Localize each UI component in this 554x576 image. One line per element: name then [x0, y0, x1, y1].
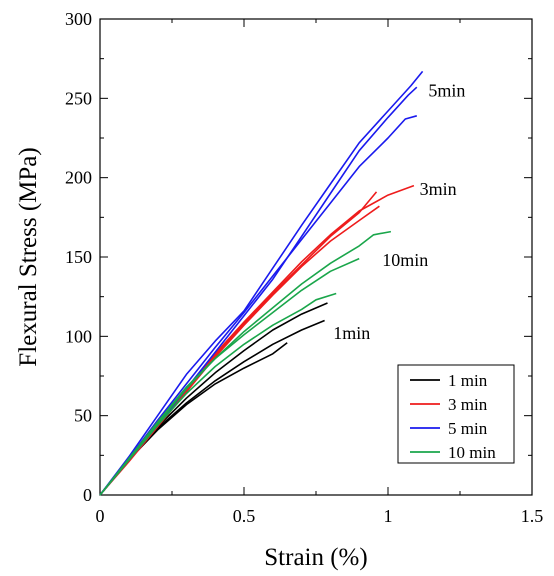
curve-3-min-specimen-2 [99, 205, 380, 496]
x-axis-title: Strain (%) [264, 544, 367, 571]
x-tick-label: 0 [96, 506, 105, 526]
y-tick-label: 100 [65, 326, 92, 346]
curve-10-min-specimen-3 [99, 292, 337, 496]
series-annotation: 3min [420, 179, 457, 199]
x-tick-label: 1.5 [521, 506, 544, 526]
curve-1-min-specimen-1 [99, 319, 325, 496]
legend-label: 5 min [448, 419, 488, 438]
y-tick-label: 50 [74, 406, 92, 426]
legend-box [397, 364, 515, 464]
y-tick-label: 150 [65, 247, 92, 267]
axis-ticks [99, 18, 533, 496]
curve-5-min-specimen-2 [99, 115, 418, 496]
legend-label: 10 min [448, 443, 496, 462]
y-tick-label: 250 [65, 88, 92, 108]
data-series [99, 70, 424, 496]
y-tick-label: 300 [65, 9, 92, 29]
legend-label: 1 min [448, 371, 488, 390]
legend: 1 min 3 min 5 min 10 min [397, 364, 515, 464]
y-tick-label: 200 [65, 168, 92, 188]
y-tick-label: 0 [83, 485, 92, 505]
series-annotation: 5min [428, 80, 465, 100]
series-annotation: 10min [382, 250, 428, 270]
curve-1-min-specimen-2 [99, 302, 328, 496]
legend-label: 3 min [448, 395, 488, 414]
x-tick-label: 0.5 [233, 506, 256, 526]
y-axis-title: Flexural Stress (MPa) [15, 147, 42, 366]
curve-5-min-specimen-1 [99, 70, 424, 496]
series-annotations: 5min 3min 10min 1min [333, 80, 465, 343]
x-tick-label: 1 [384, 506, 393, 526]
series-annotation: 1min [333, 323, 370, 343]
curve-10-min-specimen-2 [99, 257, 360, 496]
axis-tick-labels: 0 0.5 1 1.5 0 50 100 150 200 250 300 [65, 9, 543, 526]
curve-10-min-specimen-1 [99, 230, 392, 496]
